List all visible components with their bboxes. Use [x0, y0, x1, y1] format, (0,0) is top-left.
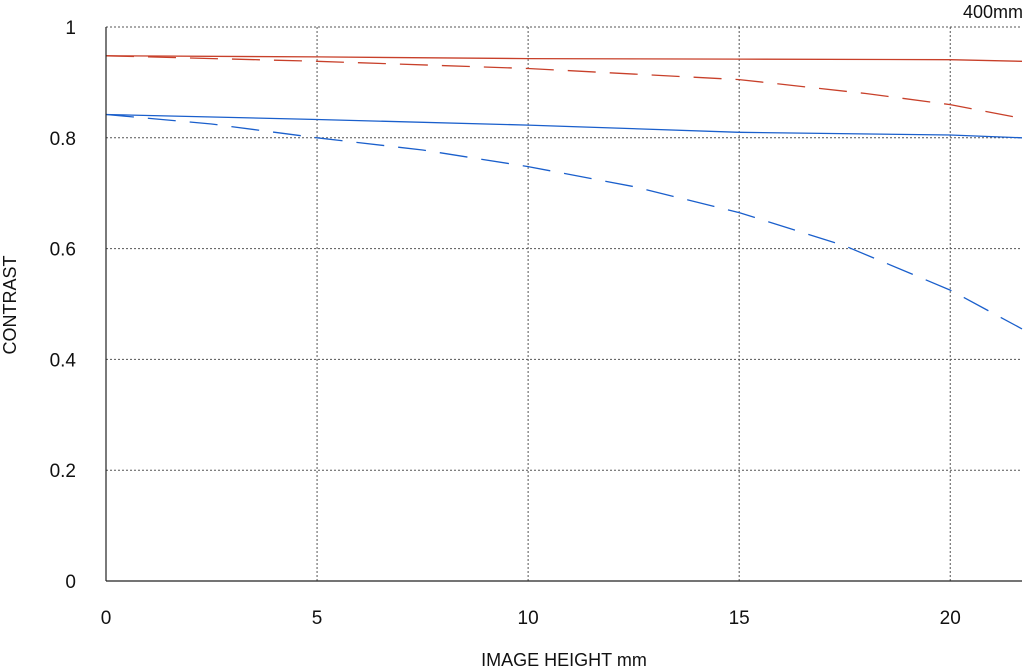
x-tick-label-2: 10	[518, 608, 539, 629]
y-tick-label-2: 0.4	[50, 350, 77, 371]
y-tick-label-1: 0.2	[50, 461, 76, 482]
y-tick-labels: 0 0.2 0.4 0.6 0.8 1	[50, 18, 77, 593]
series-line-2	[105, 113, 1023, 139]
x-tick-label-1: 5	[312, 608, 323, 629]
x-tick-label-3: 15	[729, 608, 750, 629]
x-tick-labels: 0 5 10 15 20	[101, 608, 961, 629]
x-axis-title: IMAGE HEIGHT mm	[481, 650, 647, 670]
y-tick-label-5: 1	[65, 18, 76, 39]
focal-length-label: 400mm	[963, 2, 1023, 22]
y-tick-label-4: 0.8	[50, 129, 76, 150]
x-tick-label-0: 0	[101, 608, 112, 629]
series-line-0	[105, 55, 1023, 62]
x-tick-label-4: 20	[940, 608, 961, 629]
series-line-1	[105, 55, 1023, 120]
series-line-3	[105, 113, 1023, 330]
y-tick-label-3: 0.6	[50, 240, 76, 261]
series-lines	[105, 55, 1023, 330]
y-tick-label-0: 0	[65, 572, 76, 593]
axes-frame	[105, 27, 1022, 582]
grid-lines	[106, 26, 1022, 581]
y-axis-title: CONTRAST	[0, 255, 20, 354]
